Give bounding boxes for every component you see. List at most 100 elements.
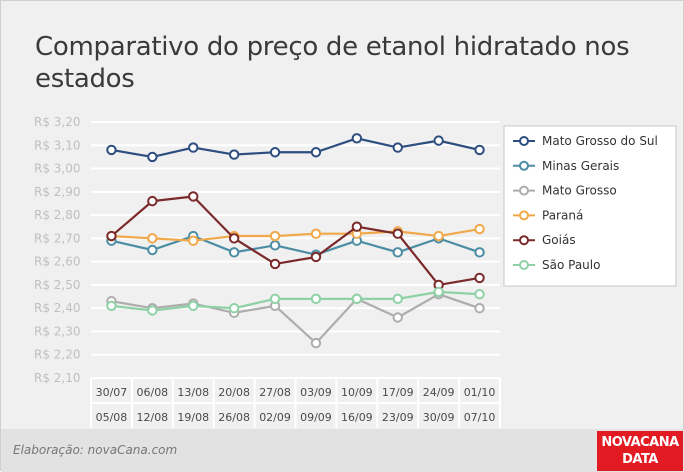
x-tick-label-end: 26/08 (218, 411, 250, 424)
x-tick-label-start: 01/10 (464, 386, 496, 399)
novacana-logo: NOVACANA DATA (597, 431, 683, 471)
data-point (310, 293, 322, 305)
data-point (147, 151, 158, 163)
data-point (188, 300, 199, 312)
data-point (310, 147, 322, 158)
data-point (474, 247, 485, 258)
series-line (111, 227, 480, 242)
series-group (106, 133, 485, 349)
y-tick-label: R$ 3,20 (34, 115, 81, 129)
data-point (392, 142, 403, 153)
data-point (228, 233, 240, 244)
footer-credit: Elaboração: novaCana.com (13, 443, 178, 457)
y-tick-label: R$ 2,10 (34, 371, 81, 385)
y-tick-label: R$ 2,70 (34, 231, 81, 245)
legend-label: Mato Grosso do Sul (542, 134, 658, 148)
data-point (474, 144, 485, 156)
data-point (392, 312, 403, 323)
data-point (474, 223, 485, 235)
legend-box (503, 125, 677, 287)
data-point (147, 233, 158, 244)
y-tick-label: R$ 2,60 (34, 255, 81, 269)
x-tick-label-end: 12/08 (136, 411, 168, 424)
x-tick-label-start: 03/09 (300, 386, 332, 399)
data-point (106, 144, 117, 156)
x-tick-label-end: 19/08 (177, 411, 209, 424)
data-point (310, 337, 322, 349)
data-point (228, 302, 240, 314)
data-point (188, 235, 199, 246)
y-tick-label: R$ 2,90 (34, 185, 81, 199)
x-tick-label-end: 02/09 (259, 411, 291, 424)
y-tick-label: R$ 3,10 (34, 138, 81, 152)
y-axis: R$ 3,20 R$ 3,10 R$ 3,00 R$ 2,90 R$ 2,80 R$ 2,… (34, 115, 81, 385)
series-line (111, 293, 480, 345)
legend-label: São Paulo (542, 258, 600, 272)
series-line (111, 234, 480, 256)
logo-line2: DATA (622, 452, 658, 467)
data-point (106, 300, 117, 312)
y-tick-label: R$ 2,40 (34, 301, 81, 315)
legend-swatch-marker (519, 160, 529, 171)
x-tick-label-end: 16/09 (341, 411, 373, 424)
legend-swatch-marker (519, 185, 529, 196)
x-axis: 30/07 05/08 06/08 12/08 13/08 19/08 20/08 26/08… (90, 378, 501, 428)
data-point (474, 272, 485, 284)
data-point (106, 230, 117, 242)
data-point (474, 289, 485, 300)
x-tick-label-start: 06/08 (136, 386, 168, 399)
legend-swatch-marker (519, 210, 529, 221)
data-point (147, 244, 158, 256)
y-tick-label: R$ 3,00 (34, 162, 81, 176)
x-tick-label-end: 23/09 (382, 411, 414, 424)
data-point (351, 221, 363, 232)
data-point (228, 247, 240, 258)
data-point (269, 230, 281, 242)
data-point (392, 293, 403, 305)
data-point (392, 247, 403, 258)
data-point (310, 228, 322, 239)
x-tick-label-start: 10/09 (341, 386, 373, 399)
x-tick-label-end: 30/09 (423, 411, 455, 424)
x-tick-label-start: 24/09 (423, 386, 455, 399)
legend-label: Paraná (542, 208, 583, 222)
y-tick-label: R$ 2,30 (34, 324, 81, 338)
data-point (147, 195, 158, 207)
y-tick-label: R$ 2,80 (34, 208, 81, 222)
legend-swatch-marker (519, 235, 529, 246)
data-point (269, 258, 281, 270)
footer-bar (1, 429, 684, 472)
x-tick-label-start: 27/08 (259, 386, 291, 399)
data-point (228, 149, 240, 160)
series-line (111, 290, 480, 312)
data-point (351, 133, 363, 144)
data-point (147, 305, 158, 316)
legend-swatch-marker (519, 136, 529, 146)
data-point (433, 230, 444, 242)
y-tick-label: R$ 2,50 (34, 278, 81, 292)
x-tick-label-end: 07/10 (464, 411, 496, 424)
legend-label: Mato Grosso (542, 184, 617, 198)
legend-swatch-marker (519, 260, 529, 270)
data-point (269, 240, 281, 251)
logo-line1: NOVACANA (601, 435, 679, 450)
x-tick-label-start: 17/09 (382, 386, 414, 399)
data-point (188, 142, 199, 153)
data-point (310, 251, 322, 263)
x-tick-label-end: 05/08 (96, 411, 128, 424)
x-tick-label-start: 20/08 (218, 386, 250, 399)
data-point (269, 293, 281, 305)
data-point (392, 228, 403, 239)
legend-label: Goiás (542, 233, 576, 247)
data-point (269, 147, 281, 158)
series-line (111, 137, 480, 159)
data-point (433, 286, 444, 298)
y-tick-label: R$ 2,20 (34, 348, 81, 362)
data-point (474, 302, 485, 314)
data-point (433, 135, 444, 146)
chart-title: Comparativo do preço de etanol hidratado… (35, 32, 630, 94)
x-tick-label-start: 30/07 (96, 386, 128, 399)
legend-label: Minas Gerais (542, 159, 619, 173)
